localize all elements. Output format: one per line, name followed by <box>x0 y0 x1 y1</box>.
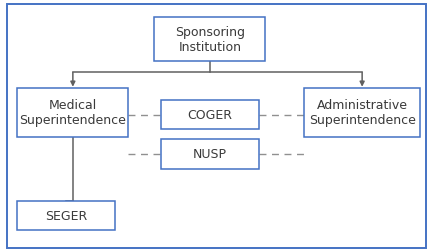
FancyBboxPatch shape <box>154 18 265 62</box>
FancyBboxPatch shape <box>161 140 258 169</box>
Text: COGER: COGER <box>187 109 232 122</box>
Text: Sponsoring
Institution: Sponsoring Institution <box>174 26 244 54</box>
FancyBboxPatch shape <box>161 101 258 130</box>
FancyBboxPatch shape <box>7 5 425 248</box>
Text: Medical
Superintendence: Medical Superintendence <box>20 99 126 127</box>
FancyBboxPatch shape <box>17 202 115 231</box>
Text: Administrative
Superintendence: Administrative Superintendence <box>308 99 414 127</box>
FancyBboxPatch shape <box>17 88 128 137</box>
Text: NUSP: NUSP <box>192 148 227 161</box>
FancyBboxPatch shape <box>304 88 419 137</box>
Text: SEGER: SEGER <box>45 210 87 223</box>
